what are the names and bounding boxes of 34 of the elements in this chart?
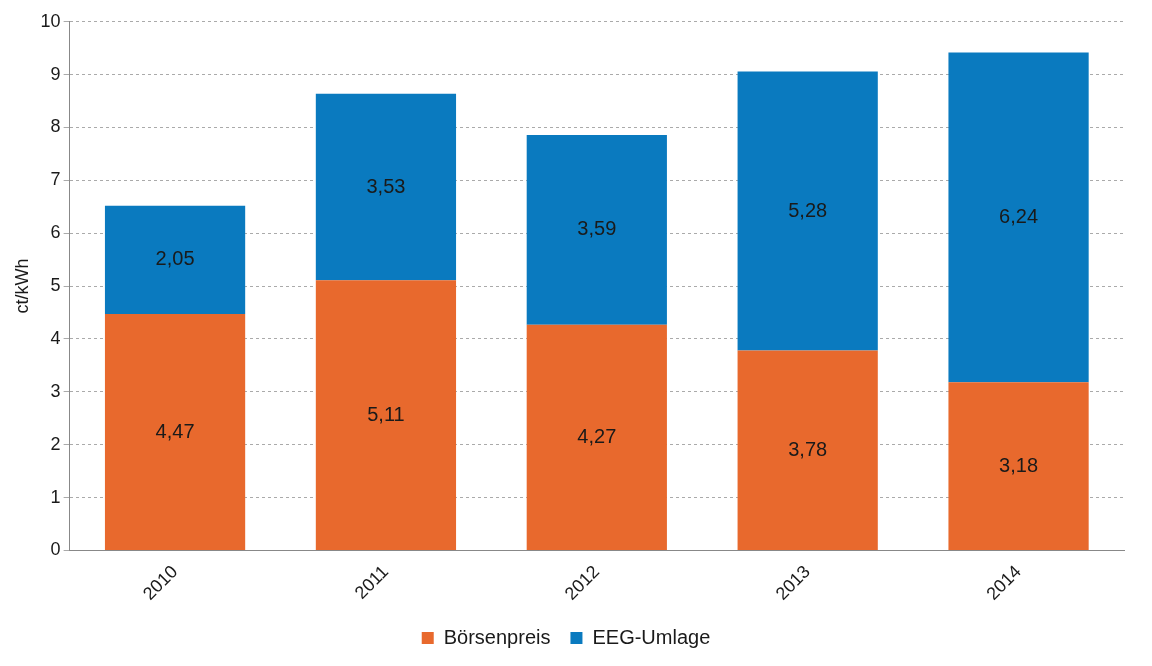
y-tick-label: 3 <box>50 380 61 401</box>
data-label: 3,53 <box>366 174 406 197</box>
bar <box>526 134 667 325</box>
bar <box>737 350 878 550</box>
bar <box>948 382 1089 550</box>
legend-label: EEG-Umlage <box>592 625 711 648</box>
bar <box>104 205 246 315</box>
data-label: 3,18 <box>999 453 1039 476</box>
y-tick-label: 4 <box>50 327 61 348</box>
data-label: 2,05 <box>155 247 195 270</box>
data-label: 4,47 <box>155 419 195 442</box>
bar <box>737 71 878 351</box>
y-tick-label: 5 <box>50 275 61 296</box>
bar <box>315 280 457 550</box>
y-tick-label: 2 <box>50 433 61 454</box>
bar <box>315 93 457 281</box>
data-label: 5,11 <box>367 402 405 425</box>
data-label: 3,59 <box>577 217 617 240</box>
data-label: 5,28 <box>788 198 828 221</box>
y-axis-title: ct/kWh <box>11 258 32 314</box>
y-tick-label: 10 <box>40 10 61 31</box>
bar <box>526 324 667 550</box>
y-tick-label: 8 <box>50 116 61 137</box>
y-tick-label: 1 <box>50 486 61 507</box>
data-label: 6,24 <box>999 204 1039 227</box>
y-tick-label: 0 <box>50 539 61 560</box>
y-tick-label: 6 <box>50 222 61 243</box>
y-tick-label: 9 <box>50 63 61 84</box>
y-tick-label: 7 <box>50 169 61 190</box>
bar <box>948 52 1089 383</box>
legend-label: Börsenpreis <box>443 625 551 648</box>
data-label: 4,27 <box>577 424 617 447</box>
data-label: 3,78 <box>788 437 828 460</box>
bar <box>104 314 246 550</box>
